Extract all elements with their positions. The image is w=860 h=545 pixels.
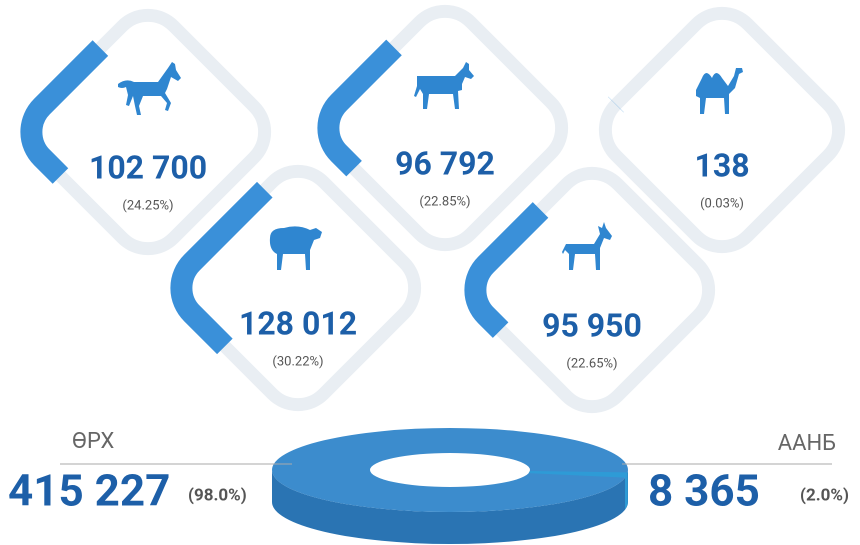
livestock-card: 95 950 (22.65%) — [464, 162, 720, 418]
share: (22.65%) — [566, 356, 617, 371]
share: (24.25%) — [122, 198, 173, 213]
owner-count: 8 365 — [648, 465, 760, 517]
share: (30.22%) — [272, 354, 323, 369]
livestock-card: 138 (0.03%) — [594, 2, 850, 258]
ring-segment — [528, 470, 628, 510]
animal-icon — [269, 226, 322, 270]
animal-icon — [696, 68, 743, 114]
livestock-card: 128 012 (30.22%) — [170, 160, 426, 416]
animal-icon — [562, 222, 612, 270]
owner-name: ААНБ — [778, 431, 836, 456]
ring-top — [272, 428, 628, 512]
share-arc — [20, 4, 276, 260]
owner-name: ӨРХ — [72, 429, 115, 454]
livestock-card: 96 792 (22.85%) — [317, 0, 573, 256]
owner-share: (98.0%) — [188, 485, 247, 505]
animal-icon — [414, 62, 474, 109]
share-arc — [170, 160, 426, 416]
count: 128 012 — [239, 304, 357, 342]
count: 138 — [694, 146, 749, 184]
livestock-card: 102 700 (24.25%) — [20, 4, 276, 260]
share: (22.85%) — [419, 194, 470, 209]
count: 95 950 — [542, 306, 642, 344]
ring-side — [272, 470, 628, 544]
share-arc — [594, 2, 850, 258]
share-arc — [464, 162, 720, 418]
animal-icon — [118, 62, 181, 115]
count: 102 700 — [89, 148, 207, 186]
share-arc — [317, 0, 573, 256]
share: (0.03%) — [700, 196, 744, 211]
count: 96 792 — [395, 144, 495, 182]
owner-share: (2.0%) — [800, 485, 849, 505]
card-border — [598, 6, 846, 254]
owner-count: 415 227 — [8, 465, 170, 517]
